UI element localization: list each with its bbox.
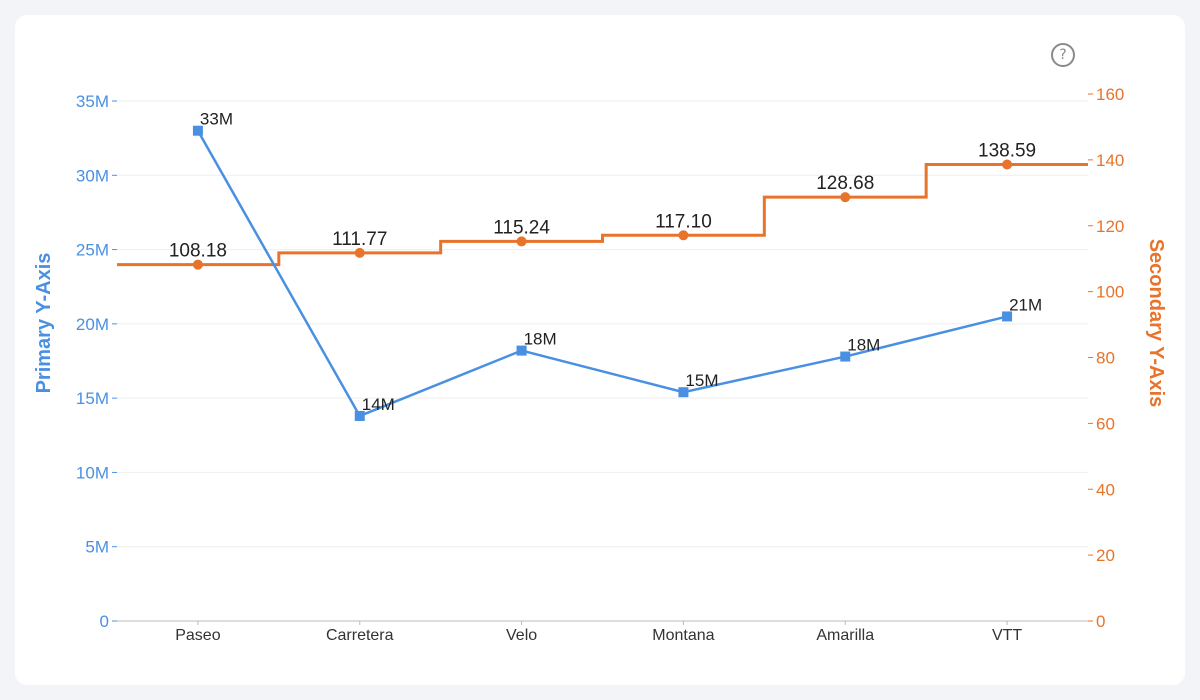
series-layer [117, 125, 1088, 421]
primary-point [192, 125, 203, 136]
secondary-point [678, 230, 689, 241]
primary-point [1002, 311, 1013, 322]
secondary-tick-label: 40 [1096, 480, 1115, 499]
category-label: Amarilla [816, 627, 874, 644]
primary-data-label: 18M [524, 330, 557, 349]
secondary-data-label: 138.59 [978, 141, 1036, 162]
secondary-data-label: 108.18 [169, 241, 227, 262]
category-label: Paseo [175, 627, 220, 644]
primary-point [678, 387, 689, 398]
axes: 0 5M 10M 15M 20M 25M 30M 35M 0 20 40 60 80 100 120 140 1… [76, 85, 1124, 644]
secondary-tick-label: 140 [1096, 151, 1124, 170]
primary-point [516, 345, 527, 356]
secondary-tick-label: 100 [1096, 283, 1124, 302]
secondary-y-axis-title: Secondary Y-Axis [1145, 239, 1167, 408]
primary-data-label: 14M [362, 395, 395, 414]
primary-tick-label: 0 [100, 612, 109, 631]
secondary-tick-label: 80 [1096, 349, 1115, 368]
chart-card [15, 15, 1185, 685]
primary-tick-label: 25M [76, 241, 109, 260]
primary-data-label: 33M [200, 110, 233, 129]
primary-tick-label: 20M [76, 315, 109, 334]
secondary-step-line [117, 163, 1088, 267]
secondary-point [516, 236, 527, 247]
primary-data-label: 18M [847, 336, 880, 355]
secondary-data-label: 115.24 [493, 217, 550, 238]
primary-data-label: 15M [685, 371, 718, 390]
primary-y-axis-title: Primary Y-Axis [33, 253, 55, 394]
primary-tick-label: 15M [76, 389, 109, 408]
primary-data-label: 21M [1009, 295, 1042, 314]
category-label: Velo [506, 627, 537, 644]
secondary-tick-label: 160 [1096, 85, 1124, 104]
secondary-point [192, 259, 203, 270]
primary-tick-label: 5M [85, 538, 109, 557]
primary-tick-label: 10M [76, 463, 109, 482]
category-label: VTT [992, 627, 1022, 644]
help-icon[interactable]: ? [1051, 43, 1075, 67]
secondary-tick-label: 20 [1096, 546, 1115, 565]
category-label: Montana [652, 627, 714, 644]
gridlines [117, 100, 1088, 548]
category-label: Carretera [326, 627, 394, 644]
secondary-data-label: 128.68 [816, 173, 874, 194]
secondary-point [840, 192, 851, 203]
secondary-tick-label: 60 [1096, 414, 1115, 433]
primary-tick-label: 30M [76, 166, 109, 185]
secondary-tick-label: 0 [1096, 612, 1105, 631]
secondary-point [1002, 159, 1013, 170]
secondary-tick-label: 120 [1096, 217, 1124, 236]
primary-line [196, 130, 1008, 418]
secondary-point [354, 247, 365, 258]
primary-point [354, 410, 365, 421]
secondary-data-label: 117.10 [655, 211, 712, 232]
secondary-data-label: 111.77 [332, 229, 387, 250]
primary-point [840, 351, 851, 362]
primary-tick-label: 35M [76, 92, 109, 111]
data-labels: 108.18 111.77 115.24 117.10 128.68 138.59 33M 1… [169, 110, 1042, 414]
